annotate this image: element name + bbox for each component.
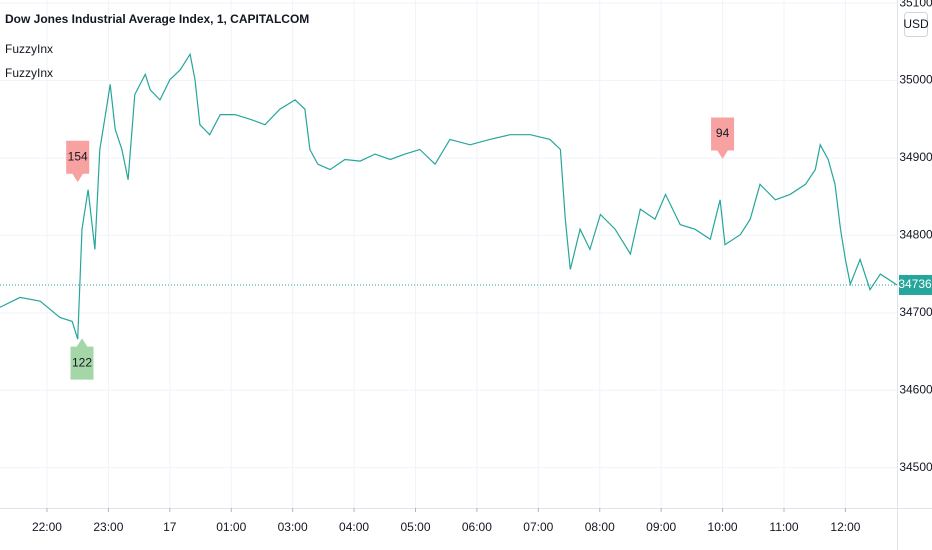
annotation-marker [711, 117, 735, 159]
currency-label[interactable]: USD [903, 17, 929, 31]
x-tick-label: 01:00 [216, 520, 246, 534]
last-price-label: 34736 [898, 277, 932, 291]
x-tick-label: 22:00 [32, 520, 62, 534]
annotation-label: 94 [716, 126, 730, 140]
y-tick-label: 35000 [899, 73, 932, 87]
annotation-label: 122 [72, 355, 92, 369]
y-tick-label: 34900 [899, 150, 932, 164]
x-tick-label: 10:00 [708, 520, 738, 534]
currency-button[interactable] [904, 12, 928, 37]
x-tick-label: 12:00 [830, 520, 860, 534]
x-tick-label: 23:00 [93, 520, 123, 534]
chart-title: Dow Jones Industrial Average Index, 1, C… [5, 12, 309, 26]
plot: 154 122 94 [0, 52, 898, 380]
x-tick-label: 08:00 [585, 520, 615, 534]
annotation-marker [66, 140, 90, 183]
y-tick-label: 35100 [899, 0, 932, 9]
x-tick-label: 05:00 [400, 520, 430, 534]
indicator-label: FuzzyInx [5, 66, 53, 80]
x-tick-label: 17 [163, 520, 177, 534]
annotation-label: 154 [68, 149, 88, 163]
y-tick-label: 34800 [899, 228, 932, 242]
price-line [0, 52, 898, 340]
y-tick-label: 34600 [899, 382, 932, 396]
y-tick-label: 34500 [899, 460, 932, 474]
x-tick-label: 07:00 [523, 520, 553, 534]
x-tick-label: 11:00 [769, 520, 798, 534]
grid [0, 0, 897, 508]
annotation-marker [70, 338, 94, 380]
y-tick-label: 34700 [899, 305, 932, 319]
x-tick-label: 09:00 [646, 520, 676, 534]
x-tick-label: 04:00 [339, 520, 369, 534]
x-tick-label: 06:00 [462, 520, 492, 534]
x-tick-label: 03:00 [278, 520, 308, 534]
last-price-box [899, 274, 932, 295]
indicator-label: FuzzyInx [5, 42, 53, 56]
